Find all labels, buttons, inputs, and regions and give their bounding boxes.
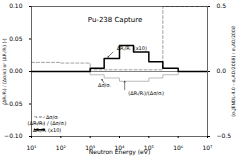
svg-text:−0.10: −0.10 [4, 132, 23, 139]
svg-text:0.10: 0.10 [9, 2, 23, 9]
svg-text:Δσ/σᵢ: Δσ/σᵢ [98, 82, 110, 88]
svg-text:0.05: 0.05 [9, 35, 23, 42]
svg-text:(ΔRᵢ/Rᵢ) / (Δσ/σᵢ): (ΔRᵢ/Rᵢ) / (Δσ/σᵢ) [28, 120, 67, 126]
svg-text:(ΔRᵢ/Rᵢ)/(Δσ/σᵢ): (ΔRᵢ/Rᵢ)/(Δσ/σᵢ) [128, 90, 164, 96]
svg-text:0.00: 0.00 [9, 67, 23, 74]
svg-text:Pu-238 Capture: Pu-238 Capture [88, 16, 142, 24]
svg-text:- - - Δσ/σᵢ: - - - Δσ/σᵢ [36, 114, 59, 120]
svg-text:Neutron Energy (eV): Neutron Energy (eV) [89, 148, 150, 156]
svg-text:0.5: 0.5 [217, 2, 227, 9]
svg-text:10⁷: 10⁷ [202, 144, 213, 151]
svg-text:10²: 10² [56, 144, 67, 151]
svg-text:−0.5: −0.5 [217, 132, 232, 139]
svg-text:0.0: 0.0 [217, 67, 227, 74]
svg-text:ΔRᵢ/Rᵢ (x10): ΔRᵢ/Rᵢ (x10) [117, 45, 147, 51]
svg-text:ΔRᵢ/Rᵢ (x10): ΔRᵢ/Rᵢ (x10) [33, 127, 62, 133]
svg-text:(ΔRᵢ/Rᵢ) / (Δσ/σᵢ) or (ΔRᵢ/Rᵢ): (ΔRᵢ/Rᵢ) / (Δσ/σᵢ) or (ΔRᵢ/Rᵢ) (-) [2, 38, 7, 105]
svg-text:(σᵢ,JENDL-4.0 - σᵢ,AD/2008) /: (σᵢ,JENDL-4.0 - σᵢ,AD/2008) / σᵢ,AD/2008 [231, 26, 236, 117]
svg-text:10¹: 10¹ [26, 144, 37, 151]
svg-text:10⁶: 10⁶ [173, 144, 184, 151]
svg-text:−0.05: −0.05 [4, 100, 23, 107]
